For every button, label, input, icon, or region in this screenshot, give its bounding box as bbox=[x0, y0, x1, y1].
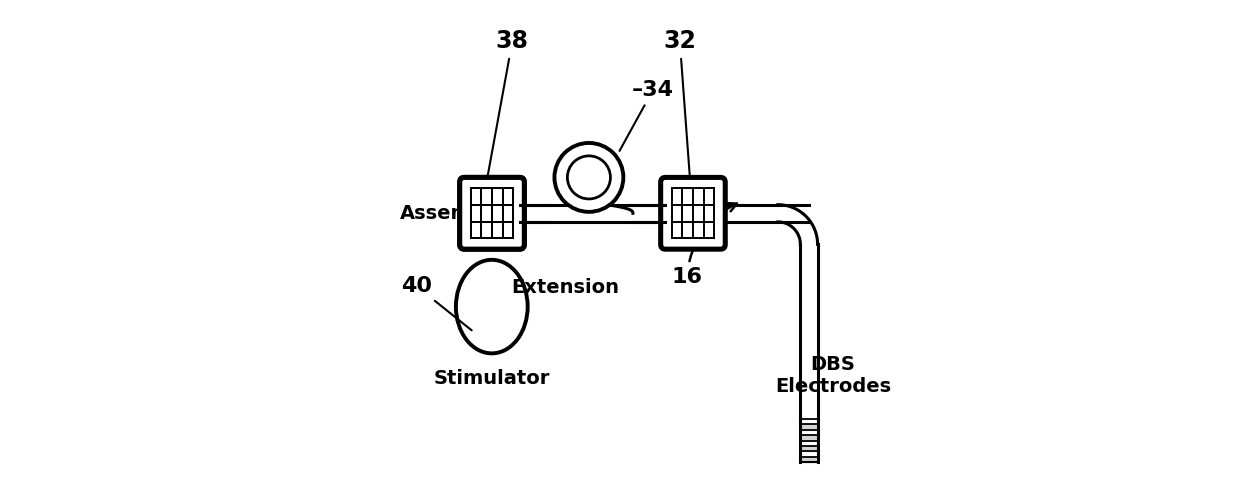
FancyBboxPatch shape bbox=[459, 176, 526, 251]
Circle shape bbox=[554, 143, 624, 212]
FancyBboxPatch shape bbox=[661, 178, 725, 249]
FancyBboxPatch shape bbox=[460, 178, 525, 249]
Text: 38: 38 bbox=[487, 29, 528, 180]
Text: 32: 32 bbox=[663, 29, 696, 180]
FancyBboxPatch shape bbox=[460, 178, 525, 249]
Text: 40: 40 bbox=[402, 276, 471, 330]
Circle shape bbox=[568, 156, 610, 199]
Text: 16: 16 bbox=[672, 203, 737, 287]
Text: Stimulator: Stimulator bbox=[434, 369, 551, 388]
Text: –34: –34 bbox=[620, 80, 675, 151]
Bar bbox=[549, 200, 629, 226]
Text: DBS
Electrodes: DBS Electrodes bbox=[775, 355, 892, 396]
Ellipse shape bbox=[456, 260, 528, 353]
Text: Assembly: Assembly bbox=[401, 204, 505, 223]
Text: Extension: Extension bbox=[511, 278, 619, 297]
